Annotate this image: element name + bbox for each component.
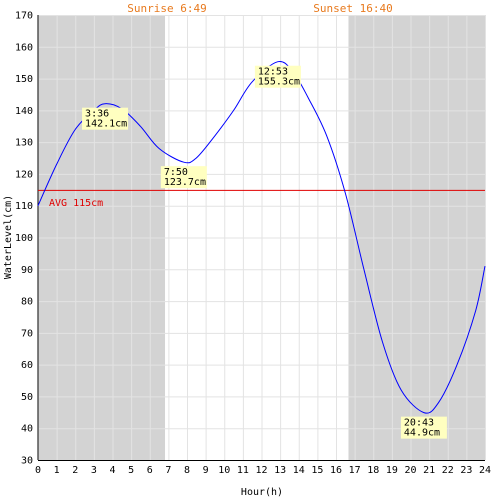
x-tick-label: 1 <box>54 465 60 476</box>
y-tick-label: 140 <box>15 106 33 117</box>
y-tick-label: 170 <box>15 11 33 22</box>
y-tick-label: 40 <box>21 424 33 435</box>
y-tick-label: 110 <box>15 201 33 212</box>
y-tick-label: 90 <box>21 265 33 276</box>
x-tick-label: 12 <box>255 465 267 476</box>
x-tick-label: 6 <box>147 465 153 476</box>
average-label: AVG 115cm <box>49 198 103 209</box>
x-tick-label: 17 <box>349 465 361 476</box>
x-tick-label: 5 <box>128 465 134 476</box>
x-tick-label: 22 <box>442 465 454 476</box>
y-axis-title: WaterLevel(cm) <box>3 195 14 279</box>
annotation-level: 44.9cm <box>404 428 440 439</box>
annotation-time: 20:43 <box>404 418 434 429</box>
x-tick-label: 13 <box>274 465 286 476</box>
x-tick-label: 18 <box>367 465 379 476</box>
x-tick-label: 20 <box>404 465 416 476</box>
y-tick-label: 130 <box>15 138 33 149</box>
x-tick-label: 23 <box>460 465 472 476</box>
x-tick-label: 24 <box>479 465 491 476</box>
y-tick-label: 150 <box>15 74 33 85</box>
annotation-time: 7:50 <box>164 167 188 178</box>
x-tick-label: 14 <box>293 465 305 476</box>
sunset-label: Sunset 16:40 <box>313 2 392 15</box>
x-tick-label: 11 <box>237 465 249 476</box>
x-tick-label: 0 <box>35 465 41 476</box>
annotation-level: 155.3cm <box>258 77 300 88</box>
annotation-time: 12:53 <box>258 67 288 78</box>
x-tick-label: 7 <box>165 465 171 476</box>
x-tick-label: 3 <box>91 465 97 476</box>
annotation-box <box>254 65 301 88</box>
y-tick-label: 160 <box>15 42 33 53</box>
annotation-level: 123.7cm <box>164 177 206 188</box>
x-tick-label: 2 <box>72 465 78 476</box>
axes: 0 1 2 3 4 5 6 7 8 9 10 11 12 13 14 15 16 17 18 19 20 21 22 23 24… <box>15 11 491 477</box>
x-tick-label: 21 <box>423 465 435 476</box>
x-tick-label: 9 <box>203 465 209 476</box>
y-tick-label: 50 <box>21 392 33 403</box>
annotation-level: 142.1cm <box>85 119 127 130</box>
y-tick-label: 70 <box>21 328 33 339</box>
x-tick-label: 10 <box>218 465 230 476</box>
annotation-box <box>82 107 129 130</box>
x-tick-label: 19 <box>386 465 398 476</box>
x-tick-label: 15 <box>311 465 323 476</box>
x-tick-label: 4 <box>109 465 115 476</box>
y-tick-label: 30 <box>21 456 33 467</box>
y-tick-label: 120 <box>15 169 33 180</box>
annotation-time: 3:36 <box>85 109 109 120</box>
y-tick-label: 60 <box>21 360 33 371</box>
annotation-box <box>160 166 207 189</box>
grid <box>38 15 486 461</box>
x-tick-label: 8 <box>184 465 190 476</box>
y-tick-label: 80 <box>21 297 33 308</box>
x-tick-label: 16 <box>330 465 342 476</box>
x-axis-title: Hour(h) <box>241 487 283 498</box>
y-tick-label: 100 <box>15 233 33 244</box>
annotation-box <box>400 416 447 439</box>
sunrise-label: Sunrise 6:49 <box>127 2 206 15</box>
